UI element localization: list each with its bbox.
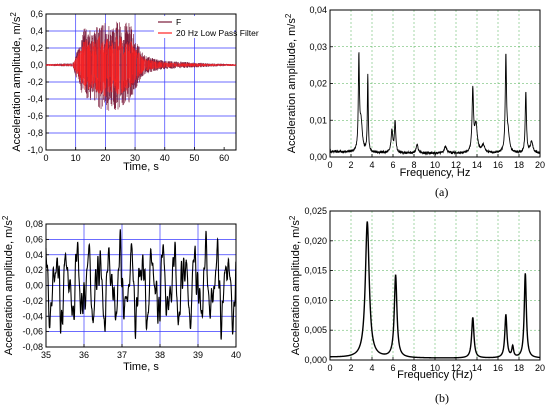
y-tick-label: 0,0 — [30, 60, 43, 70]
y-tick-label: 0,000 — [304, 355, 327, 365]
y-axis-label-text: Acceleration amplitude, m/s — [286, 18, 298, 154]
x-tick-label: 10 — [430, 363, 440, 373]
x-tick-label: 35 — [41, 350, 51, 360]
y-tick-label: -0,8 — [27, 128, 43, 138]
x-tick-label: 20 — [535, 160, 545, 170]
x-axis-label: Frequency (Hz) — [397, 369, 473, 381]
y-tick-label: 0,02 — [309, 79, 327, 89]
x-tick-label: 40 — [231, 350, 241, 360]
y-axis-label: Acceleration amplitude, m/s2 — [9, 12, 23, 152]
x-tick-label: 2 — [348, 363, 353, 373]
y-tick-label: -0,4 — [27, 94, 43, 104]
y-axis-label-text: Acceleration amplitude, m/s — [290, 220, 302, 356]
y-tick-label: -0,08 — [22, 342, 43, 352]
legend-box — [154, 16, 234, 38]
y-axis-label-superscript: 2 — [288, 215, 297, 220]
x-tick-label: 36 — [79, 350, 89, 360]
x-axis-label: Time, s — [123, 161, 159, 173]
y-tick-label: -0,02 — [22, 296, 43, 306]
x-tick-label: 39 — [193, 350, 203, 360]
x-axis-label: Frequency, Hz — [400, 167, 471, 179]
panel-label-a: (a) — [435, 185, 448, 199]
x-tick-label: 8 — [411, 160, 416, 170]
y-axis-label-superscript: 2 — [1, 215, 10, 220]
x-tick-label: 12 — [451, 160, 461, 170]
y-tick-label: 0,04 — [25, 250, 43, 260]
x-tick-label: 10 — [71, 153, 81, 163]
spectrum-line — [329, 52, 541, 156]
y-tick-label: 0,020 — [304, 236, 327, 246]
x-tick-label: 6 — [390, 363, 395, 373]
x-tick-label: 8 — [411, 363, 416, 373]
y-tick-label: 0,00 — [25, 281, 43, 291]
x-tick-label: 18 — [514, 160, 524, 170]
x-tick-label: 16 — [493, 363, 503, 373]
time-series-full-chart: 0 10 20 30 40 50 60 0,6 0,4 0,2 0,0 -0,2 -0,4 -0,6 -0,… — [9, 9, 259, 173]
x-tick-label: 16 — [493, 160, 503, 170]
y-tick-label: 0,03 — [309, 42, 327, 52]
x-tick-label: 20 — [100, 153, 110, 163]
x-tick-label: 37 — [117, 350, 127, 360]
x-tick-label: 0 — [327, 160, 332, 170]
x-tick-label: 50 — [189, 153, 199, 163]
y-tick-label: 0,025 — [304, 206, 327, 216]
y-tick-label: -0,04 — [22, 311, 43, 321]
series-line-filtered — [45, 35, 237, 97]
y-tick-label: 0,015 — [304, 266, 327, 276]
y-tick-label: -0,2 — [27, 77, 43, 87]
x-tick-label: 2 — [348, 160, 353, 170]
x-tick-label: 4 — [369, 363, 374, 373]
x-tick-label: 20 — [535, 363, 545, 373]
y-tick-label: 0,04 — [309, 5, 327, 15]
x-tick-label: 12 — [451, 363, 461, 373]
y-tick-label: 0,08 — [25, 219, 43, 229]
y-tick-label: 0,06 — [25, 234, 43, 244]
y-tick-label: 0,6 — [30, 9, 43, 19]
y-tick-label: 0,010 — [304, 295, 327, 305]
x-tick-label: 0 — [43, 153, 48, 163]
x-tick-label: 4 — [369, 160, 374, 170]
legend-label: F — [176, 17, 181, 27]
x-tick-label: 14 — [472, 363, 482, 373]
y-axis-label: Acceleration amplitude, m/s2 — [288, 215, 302, 355]
x-tick-label: 60 — [219, 153, 229, 163]
y-axis-label-text: Acceleration amplitude, m/s — [11, 16, 23, 152]
y-tick-label: 0,00 — [309, 152, 327, 162]
x-tick-label: 10 — [430, 160, 440, 170]
spectrum-top-chart: 0 2 4 6 8 10 12 14 16 18 20 0,00 0,01 0,02 0,03 0,04 Fre… — [284, 5, 545, 179]
spectrum-bottom-chart: 0 2 4 6 8 10 12 14 16 18 20 0,000 0,005 0,010 0,015 0,0… — [288, 206, 545, 381]
legend-label: 20 Hz Low Pass Filter — [176, 28, 259, 38]
x-tick-label: 0 — [327, 363, 332, 373]
time-series-line — [45, 229, 237, 340]
y-axis-label-superscript: 2 — [284, 13, 293, 18]
spectrum-line — [330, 221, 541, 359]
y-tick-label: 0,01 — [309, 115, 327, 125]
y-axis-label: Acceleration amplitude, m/s2 — [284, 13, 298, 153]
y-tick-label: -1,0 — [27, 145, 43, 155]
y-tick-label: -0,6 — [27, 111, 43, 121]
x-tick-label: 6 — [390, 160, 395, 170]
x-tick-label: 30 — [130, 153, 140, 163]
y-axis-label-text: Acceleration amplitude, m/s — [3, 220, 15, 356]
x-tick-label: 38 — [155, 350, 165, 360]
time-series-zoom-chart: 35 36 37 38 39 40 0,08 0,06 0,04 0,02 0,00 -0,02 -0,… — [1, 215, 241, 373]
x-tick-label: 14 — [472, 160, 482, 170]
y-axis-label-superscript: 2 — [9, 12, 18, 17]
x-tick-label: 40 — [160, 153, 170, 163]
x-tick-label: 18 — [514, 363, 524, 373]
panel-label-b: (b) — [435, 391, 449, 405]
x-axis-label: Time, s — [123, 361, 159, 373]
y-axis-label: Acceleration amplitude, m/s2 — [1, 215, 15, 355]
y-tick-label: 0,02 — [25, 265, 43, 275]
y-tick-label: 0,4 — [30, 26, 43, 36]
y-tick-label: 0,2 — [30, 43, 43, 53]
y-tick-label: 0,005 — [304, 325, 327, 335]
y-tick-label: -0,06 — [22, 327, 43, 337]
